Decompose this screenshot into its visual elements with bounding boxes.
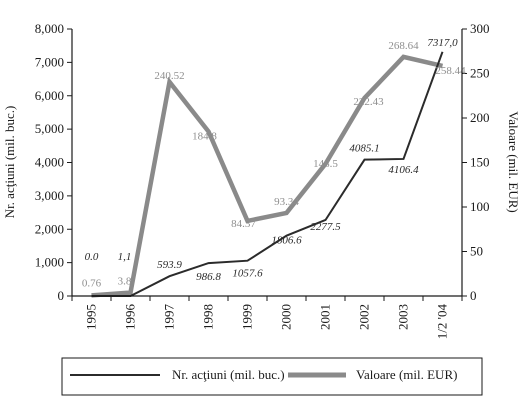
data-label-nr-actiuni: 986.8 [196, 271, 221, 283]
left-tick-label: 7,000 [35, 54, 64, 69]
data-label-valoare: 268.64 [388, 40, 419, 52]
data-label-nr-actiuni: 7317,0 [427, 37, 458, 49]
data-label-valoare: 258.44 [435, 65, 466, 77]
legend-label-valoare: Valoare (mil. EUR) [356, 367, 457, 382]
series-lines [91, 51, 444, 298]
axes [71, 29, 463, 297]
left-tick-label: 3,000 [35, 188, 64, 203]
data-label-nr-actiuni: 0.0 [85, 251, 99, 263]
x-tick-label: 1995 [84, 304, 99, 330]
left-tick-label: 8,000 [35, 21, 64, 36]
data-label-nr-actiuni: 4085.1 [349, 143, 379, 155]
left-tick-label: 2,000 [35, 221, 64, 236]
data-label-nr-actiuni: 2277.5 [310, 221, 341, 233]
data-label-valoare: 84.37 [231, 218, 256, 230]
left-tick-label: 5,000 [35, 121, 64, 136]
right-tick-label: 250 [470, 66, 490, 81]
right-tick-label: 200 [470, 110, 490, 125]
data-label-valoare: 240.52 [154, 70, 184, 82]
x-tick-label: 2000 [279, 304, 294, 330]
series-line-nr-actiuni [91, 51, 444, 297]
data-label-valoare: 184.8 [192, 131, 217, 143]
right-axis-title: Valoare (mil. EUR) [506, 111, 521, 212]
data-label-nr-actiuni: 1,1 [118, 251, 132, 263]
legend: Nr. acţiuni (mil. buc.) Valoare (mil. EU… [61, 357, 483, 396]
x-tick-label: 1997 [162, 304, 177, 331]
data-label-valoare: 3.8 [118, 276, 132, 288]
data-label-valoare: 148.5 [313, 158, 338, 170]
x-tick-label: 1999 [240, 304, 255, 330]
left-axis-ticks: 0 1,000 2,000 3,000 4,000 5,000 6,000 7,000 8,00… [35, 21, 72, 303]
data-label-nr-actiuni: 4106.4 [388, 164, 419, 176]
left-tick-label: 6,000 [35, 88, 64, 103]
right-tick-label: 100 [470, 199, 490, 214]
legend-label-nr-actiuni: Nr. acţiuni (mil. buc.) [172, 367, 285, 382]
data-labels: 0.0 1,1 593.9 986.8 1057.6 1806.6 2277.5 4085.1… [82, 37, 466, 290]
series-line-valoare [91, 54, 444, 298]
data-label-valoare: 222.43 [353, 96, 384, 108]
data-label-nr-actiuni: 593.9 [157, 259, 182, 271]
right-axis-ticks: 0 50 100 150 200 250 300 [462, 21, 490, 303]
left-tick-label: 1,000 [35, 255, 64, 270]
left-tick-label: 4,000 [35, 155, 64, 170]
x-tick-label: 2002 [357, 304, 372, 330]
x-axis-ticks: 1995 1996 1997 1998 1999 2000 2001 2002 2003 1/2 … [71, 296, 463, 340]
legend-box [61, 357, 483, 396]
x-tick-label: 1996 [123, 304, 138, 331]
x-tick-label: 2003 [396, 304, 411, 330]
data-label-nr-actiuni: 1057.6 [232, 268, 263, 280]
left-tick-label: 0 [58, 288, 65, 303]
data-label-valoare: 93.34 [274, 196, 299, 208]
right-tick-label: 300 [470, 21, 490, 36]
x-tick-label: 2001 [318, 304, 333, 330]
x-tick-label: 1998 [201, 304, 216, 330]
right-tick-label: 0 [470, 288, 477, 303]
x-tick-label: 1/2 '04 [435, 304, 450, 340]
left-axis-title: Nr. acţiuni (mil. buc.) [2, 106, 17, 219]
data-label-nr-actiuni: 1806.6 [271, 235, 302, 247]
right-tick-label: 150 [470, 155, 490, 170]
right-tick-label: 50 [470, 244, 483, 259]
data-label-valoare: 0.76 [82, 277, 102, 289]
